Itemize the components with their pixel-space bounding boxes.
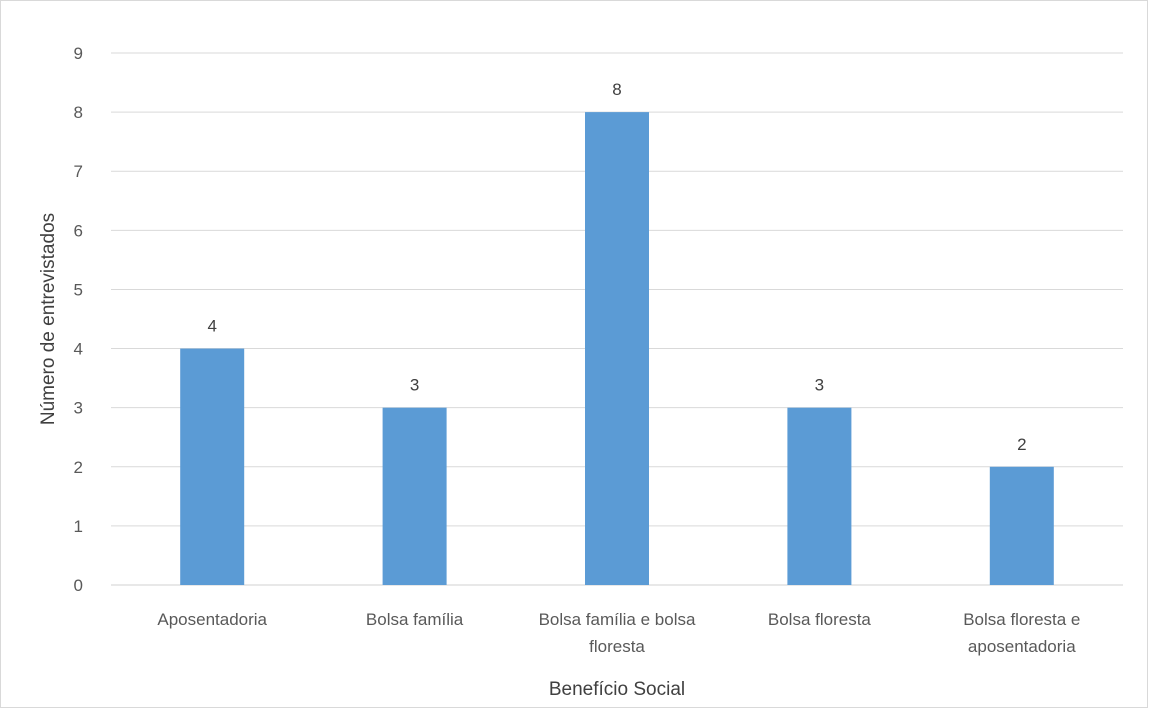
bar-1	[180, 348, 245, 585]
y-tick-label-4: 4	[74, 340, 83, 359]
y-tick-label-3: 3	[74, 399, 83, 418]
bar-4	[787, 407, 852, 585]
x-tick-label-line: floresta	[589, 637, 645, 656]
data-label-4: 3	[815, 376, 824, 395]
y-tick-label-6: 6	[74, 221, 83, 240]
y-tick-label-7: 7	[74, 162, 83, 181]
y-tick-label-9: 9	[74, 44, 83, 63]
y-tick-label-2: 2	[74, 458, 83, 477]
bars	[180, 112, 1054, 585]
data-label-1: 4	[207, 317, 216, 336]
x-tick-label-4: Bolsa floresta	[768, 610, 872, 629]
y-tick-label-1: 1	[74, 517, 83, 536]
x-tick-label-2: Bolsa família	[366, 610, 464, 629]
y-tick-label-0: 0	[74, 576, 83, 595]
x-tick-label-5: Bolsa floresta e aposentadoria	[963, 610, 1080, 656]
bar-3	[585, 112, 649, 585]
bar-2	[382, 407, 447, 585]
x-tick-labels: Aposentadoria Bolsa família Bolsa família …	[157, 610, 1080, 656]
data-label-3: 8	[612, 80, 621, 99]
data-labels: 4 3 8 3 2	[207, 80, 1026, 454]
x-tick-label-line: Bolsa floresta e	[963, 610, 1080, 629]
y-tick-label-8: 8	[74, 103, 83, 122]
data-label-5: 2	[1017, 435, 1026, 454]
x-axis-title: Benefício Social	[549, 679, 685, 700]
x-tick-label-1: Aposentadoria	[157, 610, 267, 629]
bar-5	[989, 466, 1054, 585]
x-tick-label-line: aposentadoria	[968, 637, 1076, 656]
x-tick-label-line: Bolsa família	[366, 610, 464, 629]
data-label-2: 3	[410, 376, 419, 395]
x-tick-label-3: Bolsa família e bolsa floresta	[539, 610, 696, 656]
y-tick-labels: 0 1 2 3 4 5 6 7 8 9	[74, 44, 83, 595]
y-tick-label-5: 5	[74, 280, 83, 299]
x-tick-label-line: Bolsa família e bolsa	[539, 610, 696, 629]
y-axis-title: Número de entrevistados	[38, 213, 59, 425]
x-tick-label-line: Aposentadoria	[157, 610, 267, 629]
x-tick-label-line: Bolsa floresta	[768, 610, 872, 629]
